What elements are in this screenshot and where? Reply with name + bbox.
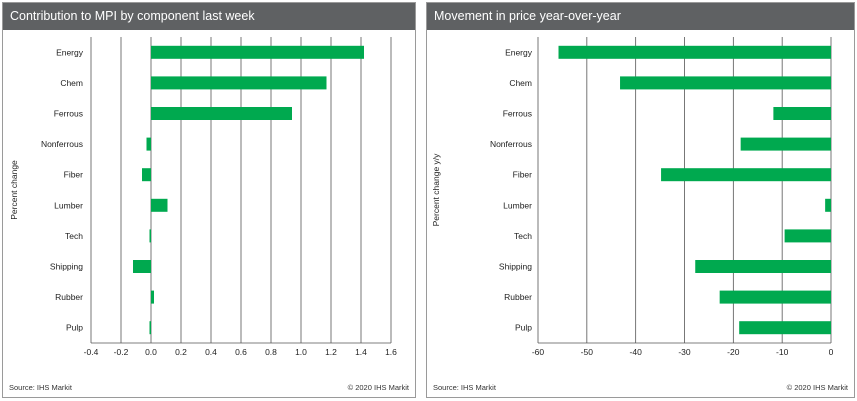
- bar-pulp: [149, 321, 151, 335]
- chart-price-yoy: -60 -50 -40 -30 -20 -10 0 Energy Chem Ferrous Nonf…: [431, 37, 834, 357]
- category-label: Tech: [65, 231, 83, 241]
- category-label: Shipping: [50, 262, 83, 272]
- bar-rubber: [151, 290, 154, 304]
- chart-panel-contribution: Contribution to MPI by component last we…: [2, 2, 416, 398]
- x-tick-label: 0.6: [235, 347, 247, 357]
- x-tick-label: -0.2: [114, 347, 129, 357]
- category-label: Pulp: [66, 323, 83, 333]
- bar-rubber: [719, 290, 831, 304]
- category-label: Nonferrous: [490, 139, 532, 149]
- bar-nonferrous: [146, 137, 151, 151]
- category-label: Ferrous: [503, 109, 532, 119]
- x-tick-label: 0: [829, 347, 834, 357]
- x-tick-label: 0.2: [175, 347, 187, 357]
- y-axis-title: Percent change: [9, 160, 19, 220]
- bar-pulp: [739, 321, 831, 335]
- bar-fiber: [142, 168, 151, 182]
- bar-energy: [151, 45, 364, 59]
- source-note: Source: IHS Markit: [433, 383, 496, 392]
- source-note: Source: IHS Markit: [9, 383, 72, 392]
- bar-fiber: [661, 168, 831, 182]
- category-label: Chem: [509, 78, 532, 88]
- category-label: Rubber: [55, 292, 83, 302]
- bar-nonferrous: [740, 137, 831, 151]
- x-tick-label: -20: [727, 347, 740, 357]
- bar-tech: [149, 229, 151, 243]
- y-axis-title: Percent change y/y: [431, 153, 441, 227]
- category-label: Chem: [60, 78, 83, 88]
- bar-shipping: [695, 260, 831, 273]
- panel-title: Contribution to MPI by component last we…: [3, 3, 415, 30]
- x-tick-label: -40: [630, 347, 643, 357]
- x-tick-label: 0.8: [265, 347, 277, 357]
- x-tick-label: -0.4: [84, 347, 99, 357]
- x-tick-label: 1.4: [355, 347, 367, 357]
- bar-energy: [558, 45, 831, 59]
- category-label: Fiber: [64, 170, 84, 180]
- bar-chem: [151, 76, 327, 90]
- category-label: Rubber: [504, 292, 532, 302]
- chart-panel-price-yoy: Movement in price year-over-year -60 -50-…: [426, 2, 855, 398]
- category-label: Fiber: [513, 170, 533, 180]
- category-label: Shipping: [499, 262, 532, 272]
- copyright-note: © 2020 IHS Markit: [786, 383, 848, 392]
- category-label: Ferrous: [54, 109, 83, 119]
- x-tick-label: -10: [776, 347, 789, 357]
- bar-ferrous: [773, 107, 831, 120]
- x-tick-label: 0.0: [145, 347, 157, 357]
- category-label: Lumber: [503, 200, 532, 210]
- x-tick-label: 1.2: [325, 347, 337, 357]
- category-label: Energy: [56, 47, 84, 57]
- x-tick-label: 1.6: [385, 347, 397, 357]
- bar-lumber: [151, 198, 168, 212]
- category-label: Energy: [505, 47, 533, 57]
- category-label: Lumber: [54, 200, 83, 210]
- category-label: Tech: [514, 231, 532, 241]
- bar-chem: [620, 76, 831, 90]
- copyright-note: © 2020 IHS Markit: [347, 383, 409, 392]
- bar-shipping: [133, 260, 151, 273]
- x-tick-label: -30: [678, 347, 691, 357]
- bar-lumber: [825, 198, 831, 212]
- x-tick-label: 0.4: [205, 347, 217, 357]
- bar-tech: [784, 229, 831, 243]
- bar-ferrous: [151, 107, 292, 120]
- x-tick-label: -60: [532, 347, 545, 357]
- panel-title: Movement in price year-over-year: [427, 3, 854, 30]
- category-label: Nonferrous: [41, 139, 83, 149]
- x-tick-label: 1.0: [295, 347, 307, 357]
- x-tick-label: -50: [581, 347, 594, 357]
- chart-contribution: -0.4 -0.2 0.0 0.2 0.4 0.6 0.8 1.0 1.2 1.4 1.6 Energ…: [9, 37, 397, 357]
- category-label: Pulp: [515, 323, 532, 333]
